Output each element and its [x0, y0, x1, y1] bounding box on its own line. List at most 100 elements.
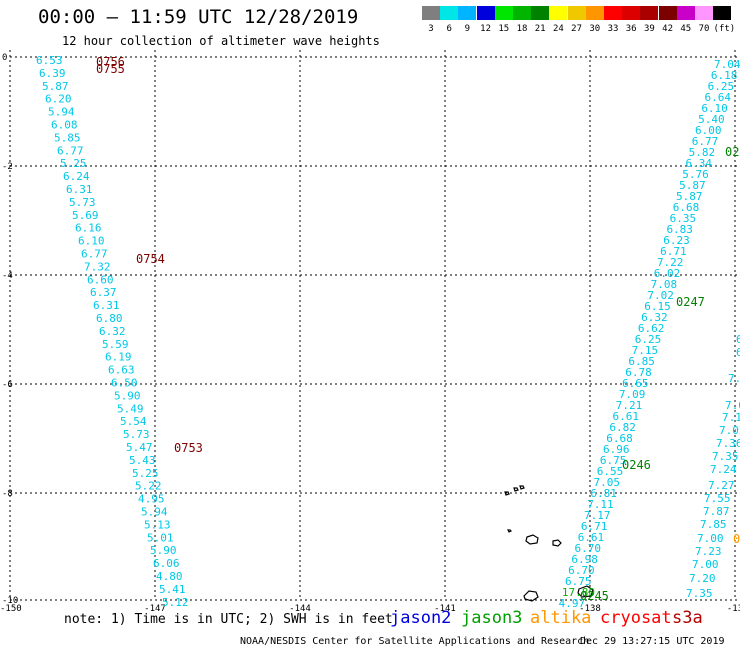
swh-value: 6.06 [153, 557, 180, 570]
swh-value: 7.87 [703, 505, 730, 518]
scale-label: 12 [480, 24, 492, 34]
swh-value: 5.90 [114, 389, 141, 402]
swh-value: 6.65 [622, 377, 649, 390]
swh-value: 6.18 [711, 69, 738, 82]
swh-value: 6.15 [644, 300, 671, 313]
swh-value: 6 [736, 346, 740, 359]
island-outline [504, 491, 510, 496]
scale-swatch [476, 6, 495, 20]
credit-line: NOAA/NESDIS Center for Satellite Applica… [240, 636, 590, 647]
swh-value: 5.87 [676, 190, 703, 203]
swh-value: 7. [728, 372, 740, 385]
swh-value: 6.24 [63, 170, 90, 183]
scale-label: 24 [552, 24, 564, 34]
swh-value: 7.02 [647, 289, 674, 302]
swh-value: 6.16 [75, 222, 102, 235]
swh-value: 5.43 [129, 454, 156, 467]
swh-value: 4.80 [156, 570, 183, 583]
lon-tick-label: -141 [434, 604, 456, 614]
swh-value: 6.64 [704, 91, 731, 104]
swh-value: 7.08 [651, 278, 678, 291]
swh-value: 7.03 [719, 424, 740, 437]
swh-value: 7.05 [594, 476, 621, 489]
swh-value: 7.00 [692, 558, 719, 571]
swh-value: 6.31 [66, 183, 93, 196]
lon-tick-label: -147 [144, 604, 166, 614]
island-outline [577, 585, 594, 598]
swh-value: 7.36 [716, 437, 740, 450]
axis-labels: -150 -147 -144 -141 -138 -13 0 -2 -4 -6 -8 -10 [0, 53, 740, 614]
swh-value: 6.60 [87, 273, 114, 286]
swh-value: 6.32 [641, 311, 668, 324]
scale-swatch [676, 6, 695, 20]
swh-value: 6.32 [99, 325, 126, 338]
swh-value: 6.37 [90, 286, 117, 299]
lat-lon-grid [9, 50, 740, 601]
swh-value: 5.82 [689, 146, 716, 159]
lat-tick-label: -2 [2, 162, 13, 172]
swh-value: 6 [736, 333, 740, 346]
swh-value: 6.83 [666, 223, 693, 236]
swh-value: 6.08 [51, 119, 78, 132]
swh-value: 5.49 [117, 402, 144, 415]
swh-value: 6.71 [581, 520, 608, 533]
swh-value: 7.17 [584, 509, 611, 522]
scale-label: 3 [428, 24, 434, 34]
swh-value: 5.12 [162, 596, 189, 609]
scale-swatch [567, 6, 586, 20]
swh-value: 6.77 [57, 144, 84, 157]
swh-value: 5.87 [42, 80, 69, 93]
swh-value: 7.55 [704, 492, 731, 505]
pass-time-label: 0 [733, 532, 740, 546]
scale-swatch [640, 6, 659, 20]
swh-value: 4.97 [559, 597, 586, 610]
scale-swatch [513, 6, 531, 20]
lat-tick-label: -4 [2, 271, 13, 281]
satellite-legend-jason2: jason2 [390, 608, 452, 628]
swh-value: 6.75 [600, 454, 627, 467]
scale-label: 15 [498, 24, 510, 34]
lat-tick-label: -8 [2, 489, 13, 499]
marquesas-islands [504, 485, 594, 602]
pass-time-label: 0754 [136, 252, 165, 266]
swh-value: 5.73 [123, 428, 150, 441]
lon-tick-label: -138 [579, 604, 601, 614]
swh-value: 7.22 [657, 256, 684, 269]
swh-value: 17.80 [562, 586, 595, 599]
swh-value: 6.50 [111, 377, 138, 390]
swh-value: 6.80 [96, 312, 123, 325]
swh-value: 6.10 [701, 102, 728, 115]
map-subtitle: 12 hour collection of altimeter wave hei… [62, 34, 380, 48]
generated-timestamp: Dec 29 13:27:15 UTC 2019 [580, 636, 725, 647]
scale-label: 45 [680, 24, 692, 34]
island-outline [513, 487, 519, 492]
swh-value: 7.04 [714, 58, 740, 71]
scale-label: 39 [643, 24, 655, 34]
swh-value: 6.62 [638, 322, 665, 335]
scale-swatch [494, 6, 513, 20]
swh-value: 6.82 [609, 421, 636, 434]
swh-value: 6.68 [673, 201, 700, 214]
swh-value: 5.59 [102, 338, 129, 351]
swh-value: 5.87 [679, 179, 706, 192]
swh-value: 5.85 [54, 131, 81, 144]
scale-swatch [604, 6, 622, 20]
swh-value: 5.25 [60, 157, 87, 170]
pass-time-label: 0246 [622, 458, 651, 472]
swh-value: 5.94 [141, 506, 168, 519]
swh-value: 7.32 [84, 260, 111, 273]
island-outline [525, 534, 539, 545]
swh-value: 5.25 [132, 467, 159, 480]
scale-swatch [549, 6, 568, 20]
swh-value: 6.70 [568, 564, 595, 577]
pass-time-label: 0755 [96, 62, 125, 76]
scale-label: 70 [698, 24, 710, 34]
swh-value: 6.55 [597, 465, 624, 478]
swh-value: 6.02 [654, 267, 681, 280]
swh-value: 6.25 [635, 333, 662, 346]
swh-value: 6.31 [93, 299, 120, 312]
swh-value: 6.70 [575, 542, 602, 555]
scale-label: 33 [607, 24, 619, 34]
